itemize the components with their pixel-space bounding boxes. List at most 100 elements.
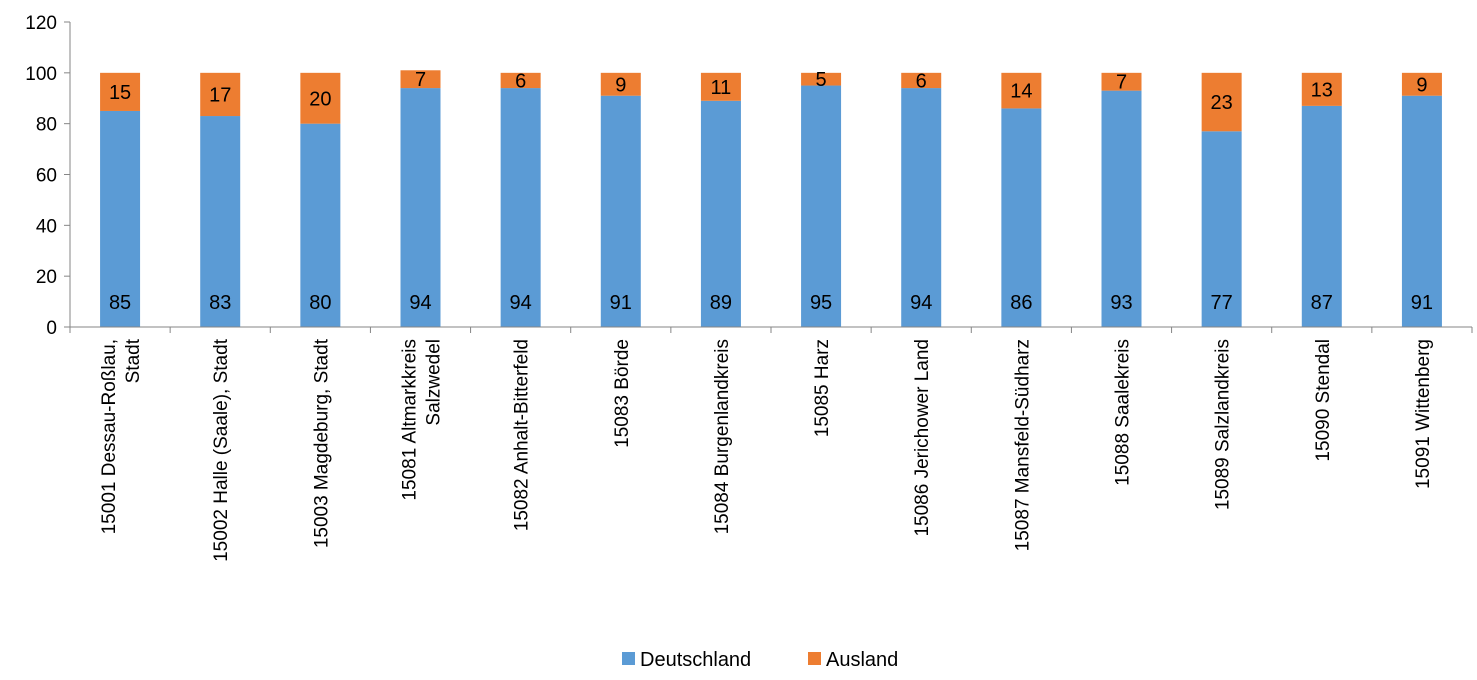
legend-swatch (808, 652, 821, 665)
data-label-deutschland: 91 (610, 292, 632, 314)
bar-ausland (1201, 72, 1242, 132)
bar-ausland (901, 72, 942, 89)
legend-swatch (622, 652, 635, 665)
bar-deutschland (801, 85, 842, 328)
data-label-deutschland: 94 (409, 292, 431, 314)
data-label-deutschland: 95 (810, 292, 832, 314)
x-category-text: 15088 Saalekreis (1113, 339, 1134, 486)
data-label-ausland: 23 (1211, 92, 1233, 114)
bar-ausland (100, 72, 141, 111)
data-label-deutschland: 91 (1411, 292, 1433, 314)
x-category-label: 15083 Börde (612, 339, 633, 448)
bar-ausland (400, 70, 441, 89)
data-label-deutschland: 94 (510, 292, 532, 314)
y-tick-label: 80 (36, 115, 57, 136)
x-category-label: 15091 Wittenberg (1413, 339, 1434, 489)
data-label-deutschland: 85 (109, 292, 131, 314)
data-label-ausland: 17 (209, 84, 231, 106)
bar-deutschland (700, 100, 741, 328)
data-label-deutschland: 89 (710, 292, 732, 314)
x-category-text: 15082 Anhalt-Bitterfeld (512, 339, 533, 531)
x-category-label: 15089 Salzlandkreis (1213, 339, 1234, 510)
bar-deutschland (600, 95, 641, 327)
data-label-deutschland: 94 (910, 292, 932, 314)
x-category-text: 15083 Börde (612, 339, 633, 448)
data-label-ausland: 6 (916, 70, 927, 92)
bar-ausland (1101, 72, 1142, 91)
bar-ausland (1401, 72, 1442, 96)
x-category-text: 15001 Dessau-Roßlau, (99, 339, 120, 534)
y-tick-label: 40 (36, 216, 57, 237)
bar-ausland (700, 72, 741, 101)
data-label-ausland: 14 (1010, 81, 1032, 103)
data-label-ausland: 20 (309, 88, 331, 110)
data-label-deutschland: 80 (309, 292, 331, 314)
legend-item-deutschland: Deutschland (622, 649, 751, 671)
x-category-label: 15090 Stendal (1313, 339, 1334, 462)
x-category-text: Stadt (123, 338, 144, 383)
data-label-deutschland: 87 (1311, 292, 1333, 314)
bar-deutschland (1001, 108, 1042, 328)
legend-label: Deutschland (640, 649, 751, 671)
x-category-label: 15001 Dessau-Roßlau, Stadt (99, 338, 144, 534)
bar-deutschland (400, 88, 441, 327)
data-label-ausland: 5 (816, 69, 827, 91)
x-category-text: 15091 Wittenberg (1413, 339, 1434, 489)
data-label-deutschland: 93 (1110, 292, 1132, 314)
legend-item-ausland: Ausland (808, 649, 898, 671)
x-category-label: 15088 Saalekreis (1113, 339, 1134, 486)
bar-deutschland (300, 123, 341, 328)
y-axis: 0 20 40 60 80 100 120 (25, 13, 71, 339)
data-label-ausland: 6 (515, 70, 526, 92)
x-category-text: 15085 Harz (812, 339, 833, 437)
y-tick-label: 60 (36, 166, 57, 187)
y-tick-label: 0 (46, 318, 57, 339)
x-category-label: 15003 Magdeburg, Stadt (311, 338, 332, 548)
bar-ausland (801, 72, 842, 86)
x-category-text: Salzwedel (424, 339, 445, 426)
bar-ausland (1301, 72, 1342, 106)
x-category-label: 15086 Jerichower Land (912, 339, 933, 537)
data-label-ausland: 7 (1116, 72, 1127, 94)
bar-ausland (200, 72, 241, 117)
y-tick-label: 20 (36, 267, 57, 288)
data-label-deutschland: 77 (1211, 292, 1233, 314)
bar-deutschland (901, 88, 942, 327)
bar-deutschland (1101, 90, 1142, 327)
x-category-label: 15085 Harz (812, 339, 833, 437)
data-label-ausland: 9 (615, 74, 626, 96)
bar-ausland (1001, 72, 1042, 109)
data-label-deutschland: 86 (1010, 292, 1032, 314)
x-category-text: 15003 Magdeburg, Stadt (311, 338, 332, 548)
x-category-text: 15087 Mansfeld-Südharz (1012, 339, 1033, 551)
x-category-text: 15086 Jerichower Land (912, 339, 933, 537)
x-category-label: 15084 Burgenlandkreis (712, 339, 733, 534)
bar-ausland (300, 72, 341, 124)
x-category-label: 15081 Altmarkkreis Salzwedel (400, 339, 445, 501)
x-category-text: 15090 Stendal (1313, 339, 1334, 462)
x-category-label: 15082 Anhalt-Bitterfeld (512, 339, 533, 531)
data-label-ausland: 9 (1416, 74, 1427, 96)
y-tick-label: 120 (25, 13, 57, 34)
x-category-label: 15002 Halle (Saale), Stadt (211, 338, 232, 562)
data-label-deutschland: 83 (209, 292, 231, 314)
bar-deutschland (1401, 95, 1442, 327)
bar-deutschland (500, 88, 541, 327)
legend: Deutschland Ausland (622, 649, 898, 671)
data-label-ausland: 7 (415, 69, 426, 91)
bar-deutschland (1301, 105, 1342, 327)
bar-ausland (500, 72, 541, 89)
bar-ausland (600, 72, 641, 96)
bar-deutschland (100, 110, 141, 327)
data-labels: 8515831780209479469198911955946861493777… (109, 69, 1433, 314)
x-category-text: 15081 Altmarkkreis (400, 339, 421, 501)
bars (100, 70, 1442, 328)
data-label-ausland: 13 (1311, 79, 1333, 101)
bar-deutschland (1201, 131, 1242, 327)
x-category-text: 15089 Salzlandkreis (1213, 339, 1234, 510)
x-category-text: 15084 Burgenlandkreis (712, 339, 733, 534)
bar-deutschland (200, 116, 241, 328)
data-label-ausland: 15 (109, 82, 131, 104)
legend-label: Ausland (826, 649, 898, 671)
